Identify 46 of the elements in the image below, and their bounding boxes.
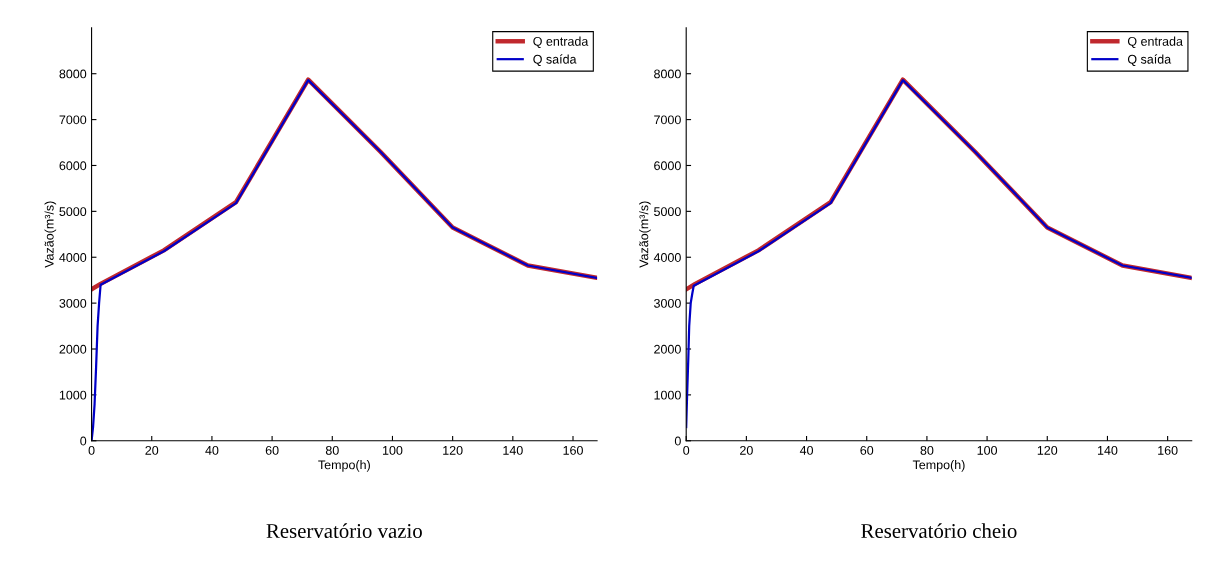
y-tick-label: 2000 [59,344,87,354]
x-tick-label: 140 [503,445,523,455]
x-axis-title: Tempo(h) [318,460,370,472]
y-axis-title: Vazão(m³/s) [44,201,57,268]
y-tick-label: 7000 [59,115,87,125]
y-tick-label: 0 [674,436,681,446]
y-tick-label: 8000 [59,69,87,79]
y-tick-label: 6000 [59,161,87,171]
y-tick-label: 6000 [654,161,681,171]
x-tick-label: 20 [145,445,159,455]
x-tick-label: 0 [88,445,95,455]
y-tick-label: 2000 [654,344,681,354]
x-tick-label: 120 [443,445,463,455]
x-tick-label: 60 [265,445,279,455]
legend-label: Q entrada [1127,36,1183,48]
x-tick-label: 160 [563,445,583,455]
x-tick-label: 160 [1158,445,1178,455]
y-tick-label: 7000 [654,115,681,125]
y-tick-label: 4000 [653,253,681,262]
x-tick-label: 0 [683,445,690,455]
y-tick-label: 4000 [59,253,87,262]
x-tick-label: 100 [382,445,403,455]
y-tick-label: 0 [80,436,87,446]
x-tick-label: 40 [799,445,814,455]
text: Reservatório cheio [861,523,1017,539]
y-tick-label: 5000 [59,207,87,217]
x-tick-label: 40 [205,445,219,455]
y-tick-label: 1000 [654,390,681,400]
x-tick-label: 80 [920,445,934,455]
x-tick-label: 100 [977,445,998,455]
x-tick-label: 20 [740,445,753,455]
x-tick-label: 60 [860,445,874,455]
y-tick-label: 3000 [654,298,681,308]
x-tick-label: 80 [325,445,339,455]
legend-label: Q entrada [533,36,589,48]
y-tick-label: 8000 [654,69,681,79]
x-tick-label: 140 [1097,445,1118,455]
y-axis-title: Vazão(m³/s) [639,201,651,268]
y-tick-label: 5000 [654,207,681,217]
x-tick-label: 120 [1037,445,1058,455]
y-tick-label: 1000 [59,390,87,400]
y-tick-label: 3000 [59,298,87,308]
text: Reservatório vazio [266,523,422,539]
legend-label: Q saída [533,54,577,66]
legend-label: Q saída [1127,54,1172,66]
x-axis-title: Tempo(h) [912,460,965,472]
